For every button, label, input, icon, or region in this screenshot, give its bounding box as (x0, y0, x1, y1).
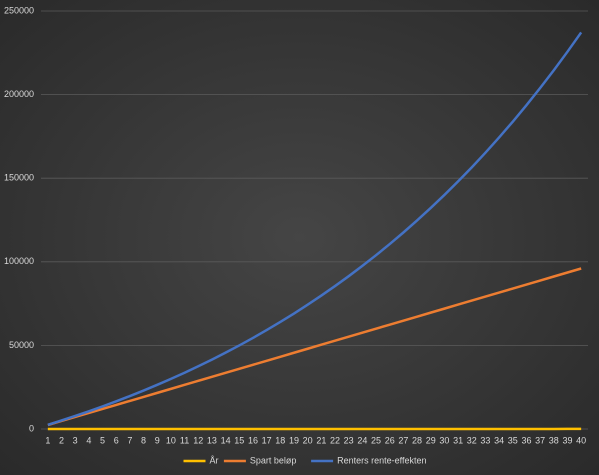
y-tick-label: 150000 (4, 173, 34, 183)
x-tick-label: 19 (289, 435, 299, 445)
x-tick-label: 11 (180, 435, 189, 445)
y-tick-label: 200000 (4, 89, 34, 99)
x-tick-label: 13 (207, 435, 217, 445)
x-tick-label: 24 (357, 435, 367, 445)
x-tick-label: 10 (166, 435, 176, 445)
x-tick-label: 8 (141, 435, 146, 445)
x-tick-label: 31 (453, 435, 463, 445)
x-tick-label: 40 (576, 435, 586, 445)
x-tick-label: 37 (535, 435, 545, 445)
x-tick-label: 30 (439, 435, 449, 445)
x-tick-label: 17 (262, 435, 272, 445)
x-tick-label: 39 (562, 435, 572, 445)
series-line (47, 267, 582, 427)
x-tick-label: 16 (248, 435, 258, 445)
x-tick-label: 15 (234, 435, 244, 445)
y-tick-label: 100000 (4, 256, 34, 266)
legend-label: Spart beløp (250, 455, 297, 465)
x-tick-label: 35 (508, 435, 518, 445)
legend-label: År (210, 455, 219, 465)
x-tick-label: 20 (303, 435, 313, 445)
x-tick-label: 22 (330, 435, 340, 445)
x-tick-label: 5 (100, 435, 105, 445)
series-line (47, 31, 583, 427)
y-tick-label: 50000 (9, 340, 34, 350)
x-tick-label: 27 (398, 435, 408, 445)
x-tick-label: 23 (344, 435, 354, 445)
x-tick-label: 6 (114, 435, 119, 445)
x-tick-label: 18 (275, 435, 285, 445)
x-tick-label: 9 (155, 435, 160, 445)
x-tick-label: 34 (494, 435, 504, 445)
x-tick-label: 2 (59, 435, 64, 445)
x-tick-label: 28 (412, 435, 422, 445)
x-tick-label: 29 (426, 435, 436, 445)
x-tick-label: 3 (73, 435, 78, 445)
x-tick-label: 36 (521, 435, 531, 445)
legend-label: Renters rente-effekten (337, 455, 426, 465)
x-tick-label: 14 (221, 435, 231, 445)
x-tick-label: 12 (193, 435, 203, 445)
y-tick-label: 0 (29, 423, 34, 433)
x-tick-label: 1 (45, 435, 50, 445)
x-tick-label: 26 (385, 435, 395, 445)
x-tick-label: 33 (480, 435, 490, 445)
x-tick-label: 25 (371, 435, 381, 445)
y-tick-label: 250000 (4, 5, 34, 15)
x-tick-label: 21 (316, 435, 326, 445)
x-tick-label: 7 (127, 435, 132, 445)
x-tick-label: 38 (549, 435, 559, 445)
x-tick-label: 32 (467, 435, 477, 445)
x-tick-label: 4 (86, 435, 91, 445)
